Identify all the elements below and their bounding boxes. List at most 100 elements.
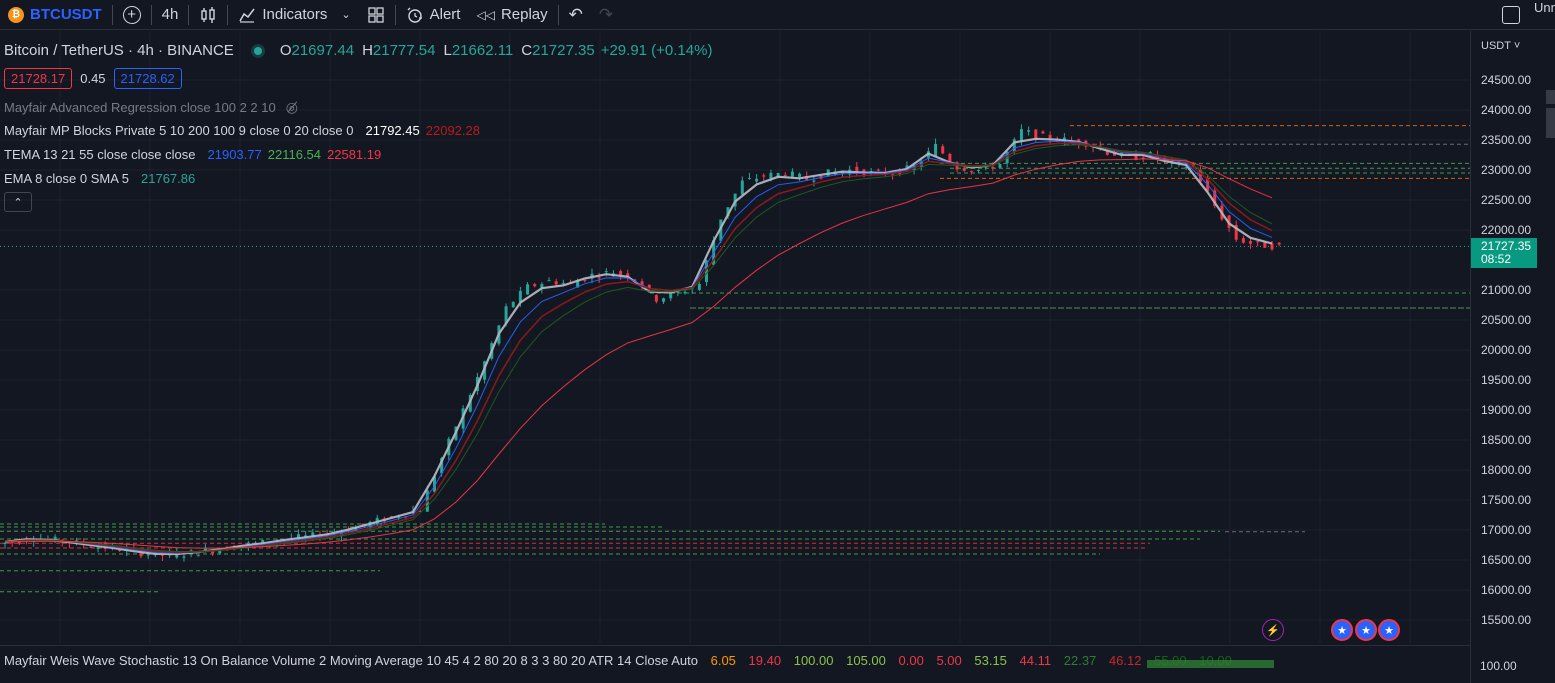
candle-body — [576, 281, 580, 288]
candle-body — [3, 542, 7, 545]
us-flag-icon[interactable]: ★ — [1331, 619, 1353, 641]
candle-body — [1198, 169, 1202, 182]
price-axis[interactable]: USDT ˅ 24500.00 24000.00 23500.00 23000.00 2… — [1470, 31, 1546, 683]
currency-selector[interactable]: USDT ˅ — [1481, 40, 1520, 52]
chart-type-button[interactable] — [191, 0, 225, 30]
sell-button[interactable]: 21728.17 — [4, 68, 73, 89]
plus-circle-icon: + — [122, 5, 141, 24]
layout-name-button[interactable] — [1494, 0, 1555, 30]
candle-body — [747, 177, 751, 179]
candle-body — [311, 532, 315, 537]
indicator-value: 22116.54 — [267, 147, 321, 162]
symbol-legend: Bitcoin / TetherUS · 4h · BINANCE O 21697… — [4, 42, 712, 59]
price-tick-label: 24000.00 — [1481, 103, 1532, 117]
compare-button[interactable]: + — [115, 0, 149, 30]
layouts-button[interactable] — [359, 0, 393, 30]
indicator-value: 5.00 — [936, 653, 962, 668]
candle-body — [1256, 241, 1260, 243]
oscillator-axis-tick: 100.00 — [1480, 659, 1517, 673]
us-flag-icon[interactable]: ★ — [1378, 619, 1400, 641]
price-chart[interactable] — [0, 31, 1470, 643]
price-tick-label: 20000.00 — [1481, 343, 1532, 357]
candle-body — [619, 271, 623, 275]
candle-body — [1005, 151, 1009, 164]
indicator-legend-tema[interactable]: TEMA 13 21 55 close close close 21903.77… — [4, 147, 381, 162]
candle-body — [533, 284, 537, 287]
candle-body — [597, 277, 601, 279]
candle-body — [218, 550, 222, 554]
candle-body — [604, 271, 608, 273]
candle-body — [640, 281, 644, 287]
candle-body — [783, 174, 787, 176]
undo-button[interactable]: ↶ — [561, 0, 591, 30]
bitcoin-icon: ₿ — [8, 6, 24, 23]
candle-body — [991, 167, 995, 169]
indicator-legend-regression[interactable]: Mayfair Advanced Regression close 100 2 … — [4, 99, 298, 116]
indicator-legend-ema[interactable]: EMA 8 close 0 SMA 5 21767.86 — [4, 171, 195, 186]
candle-body — [390, 516, 394, 518]
candle-body — [1041, 131, 1045, 134]
price-tick-label: 22000.00 — [1481, 223, 1532, 237]
candle-body — [1019, 129, 1023, 142]
candle-body — [1113, 152, 1117, 156]
chart-pane[interactable]: Bitcoin / TetherUS · 4h · BINANCE O 21697… — [0, 31, 1470, 643]
indicator-name: Mayfair Weis Wave Stochastic 13 On Balan… — [4, 653, 698, 668]
lightning-icon[interactable]: ⚡ — [1262, 619, 1284, 641]
candle-body — [905, 165, 909, 169]
candle-body — [1177, 161, 1181, 163]
candle-body — [948, 154, 952, 162]
right-edge-strip — [1546, 31, 1555, 683]
open-value: 21697.44 — [291, 42, 355, 59]
alert-button[interactable]: Alert — [398, 0, 469, 30]
indicator-name: Mayfair Advanced Regression close 100 2 … — [4, 100, 276, 115]
indicator-legend-weis-wave[interactable]: Mayfair Weis Wave Stochastic 13 On Balan… — [4, 653, 1232, 668]
indicator-value: 22581.19 — [327, 147, 382, 162]
candle-body — [790, 171, 794, 177]
interval-button[interactable]: 4h — [161, 6, 179, 23]
chevron-up-icon: ⌃ — [13, 196, 23, 209]
replay-button[interactable]: ◁◁ Replay — [468, 0, 555, 30]
eye-off-icon[interactable]: ◎̸ — [285, 99, 298, 115]
candle-body — [518, 290, 522, 302]
indicator-value: 105.00 — [846, 653, 886, 668]
candle-body — [1134, 154, 1138, 161]
candle-body — [583, 280, 587, 282]
candle-body — [397, 516, 401, 518]
price-tick-label: 15500.00 — [1481, 613, 1532, 627]
price-tick-label: 19500.00 — [1481, 373, 1532, 387]
toolbar-divider — [227, 4, 229, 25]
indicator-value: 22.37 — [1063, 653, 1097, 668]
toolbar-divider — [150, 4, 152, 25]
indicator-value: 21792.45 — [365, 123, 420, 138]
alert-label: Alert — [429, 6, 461, 23]
buy-button[interactable]: 21728.62 — [113, 68, 182, 89]
candle-body — [347, 529, 351, 532]
indicators-button[interactable]: Indicators ⌄ — [230, 0, 358, 30]
us-flag-icon[interactable]: ★ — [1355, 619, 1377, 641]
close-value: 21727.35 — [532, 42, 595, 59]
candle-body — [633, 279, 637, 281]
indicator-value: 19.40 — [748, 653, 782, 668]
symbol-label: BTCUSDT — [30, 6, 102, 23]
currency-label: USDT — [1481, 40, 1511, 52]
chevron-down-icon: ˅ — [1513, 40, 1521, 52]
indicator-legend-mp-blocks[interactable]: Mayfair MP Blocks Private 5 10 200 100 9… — [4, 123, 480, 138]
candle-body — [418, 510, 422, 512]
chevron-down-icon: ⌄ — [341, 9, 351, 21]
oscillator-pane[interactable]: Mayfair Weis Wave Stochastic 13 On Balan… — [0, 645, 1470, 683]
indicators-label: Indicators — [262, 6, 328, 23]
candle-body — [676, 291, 680, 293]
bar-countdown: 08:52 — [1481, 252, 1512, 266]
symbol-search[interactable]: ₿ BTCUSDT — [0, 0, 110, 30]
candle-body — [969, 171, 973, 173]
candle-body — [977, 169, 981, 171]
candle-body — [662, 298, 666, 302]
collapse-legend-button[interactable]: ⌃ — [4, 192, 32, 212]
rewind-icon: ◁◁ — [476, 7, 495, 22]
candles-icon — [201, 6, 216, 23]
candle-body — [96, 547, 100, 549]
candle-body — [876, 169, 880, 171]
redo-button[interactable]: ↷ — [591, 0, 621, 30]
toolbar-divider — [394, 4, 396, 25]
candle-body — [511, 301, 515, 308]
